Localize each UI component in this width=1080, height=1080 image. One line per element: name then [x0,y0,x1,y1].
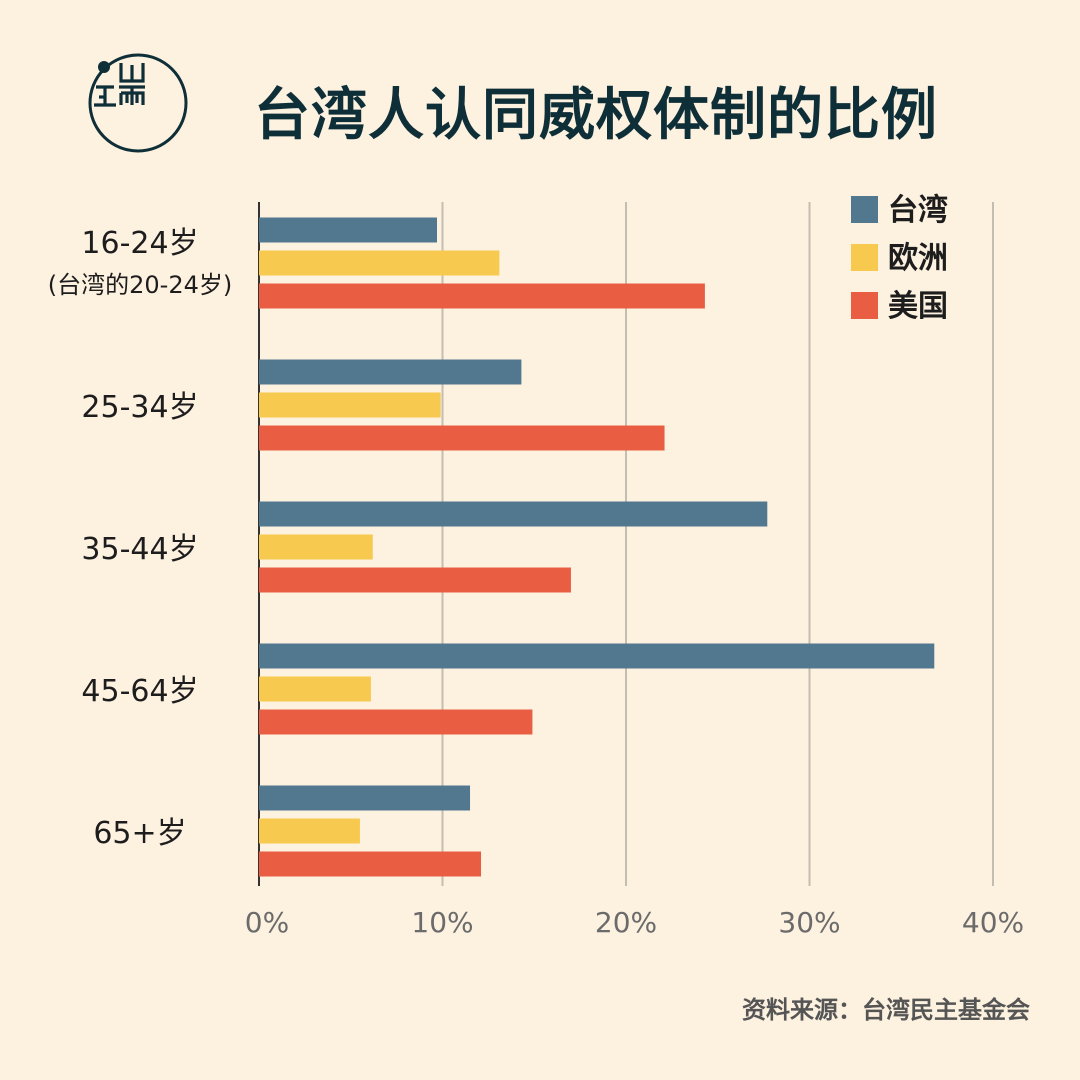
bar-美国 [259,851,482,877]
legend-label: 欧洲 [888,241,948,276]
bar-欧洲 [259,392,441,418]
bar-欧洲 [259,676,371,702]
bar-欧洲 [259,534,373,560]
bar-美国 [259,425,665,451]
legend-swatch [851,292,878,319]
bar-台湾 [259,643,935,669]
bar-台湾 [259,359,522,385]
x-tick-label: 0% [245,906,289,939]
bar-台湾 [259,501,768,527]
y-category-label: 35-44岁 [81,532,198,567]
chart-title: 台湾人认同威权体制的比例 [254,83,938,148]
logo-mark [94,63,145,107]
y-category-label: 45-64岁 [81,674,198,709]
source-note: 资料来源：台湾民主基金会 [742,996,1030,1024]
x-tick-label: 10% [411,906,473,939]
bar-欧洲 [259,818,360,844]
y-category-sublabel: (台湾的20-24岁) [48,271,232,299]
y-category-label: 25-34岁 [81,390,198,425]
x-tick-label: 20% [595,906,657,939]
x-tick-label: 40% [962,906,1024,939]
bar-台湾 [259,217,437,243]
legend-swatch [851,244,878,271]
y-category-label: 16-24岁 [81,226,198,261]
legend-label: 美国 [888,289,948,324]
bar-美国 [259,283,705,309]
legend-label: 台湾 [888,193,948,228]
logo-dot [98,61,110,73]
y-category-label: 65+岁 [93,816,186,851]
legend-swatch [851,196,878,223]
bar-台湾 [259,785,471,811]
brand-logo: 正面 [88,53,188,153]
bar-美国 [259,567,571,593]
bar-欧洲 [259,250,500,276]
bar-美国 [259,709,533,735]
x-tick-label: 30% [778,906,840,939]
